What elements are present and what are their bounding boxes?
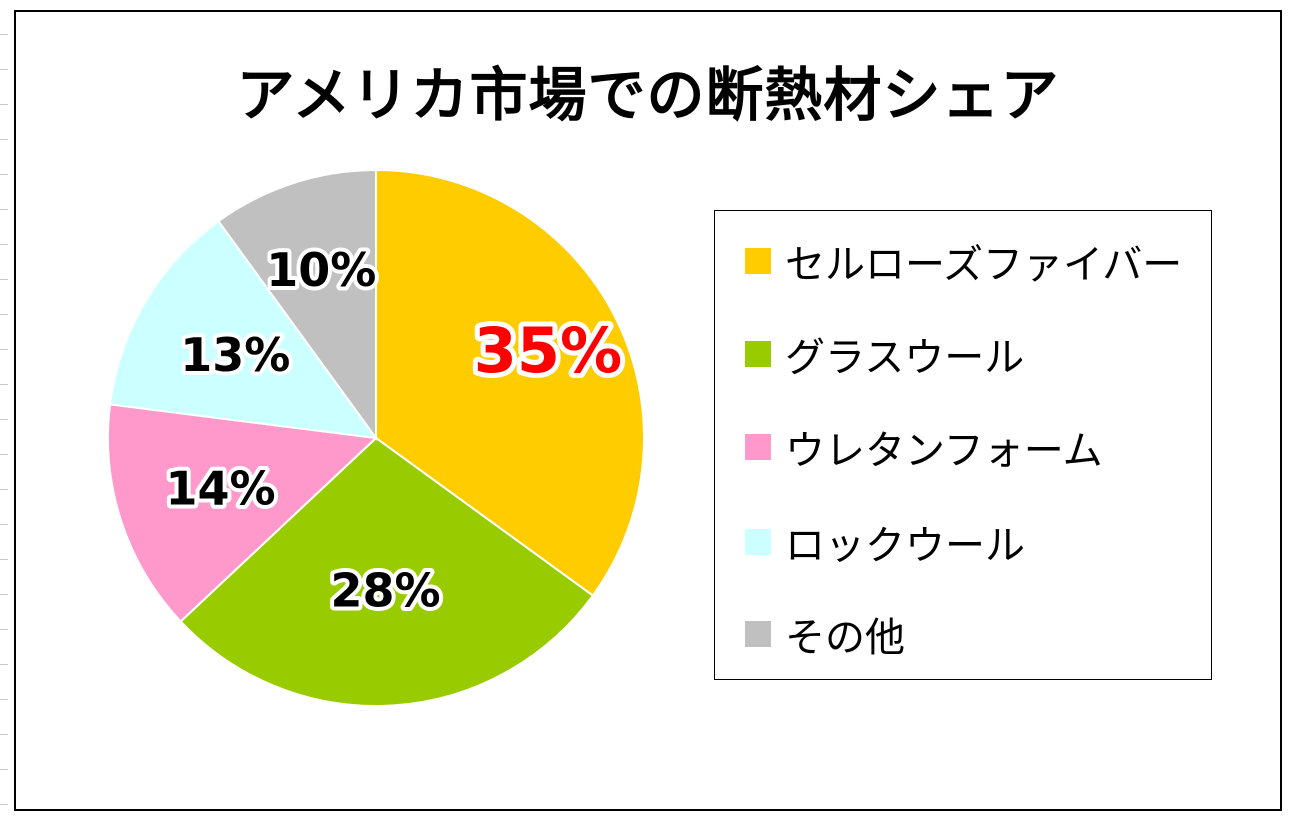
legend: セルローズファイバー グラスウール ウレタンフォーム ロックウール その他 bbox=[714, 210, 1212, 680]
legend-swatch-1 bbox=[745, 341, 771, 367]
legend-item-3: ロックウール bbox=[745, 512, 1025, 572]
data-label-0: 35% bbox=[474, 314, 622, 387]
pie-slice-2 bbox=[107, 403, 379, 623]
legend-label-0: セルローズファイバー bbox=[785, 242, 1183, 288]
legend-item-4: その他 bbox=[745, 604, 905, 664]
legend-swatch-0 bbox=[745, 248, 771, 274]
legend-swatch-4 bbox=[745, 621, 771, 647]
sheet-gridlines bbox=[0, 0, 8, 823]
legend-label-1: グラスウール bbox=[785, 335, 1025, 381]
data-label-3: 13% bbox=[180, 328, 290, 382]
chart-title: アメリカ市場での断熱材シェア bbox=[236, 61, 1060, 129]
pie-chart: 35% 28% 14% 13% 10% bbox=[107, 168, 645, 707]
pie-slice-0 bbox=[375, 168, 645, 597]
legend-label-4: その他 bbox=[785, 615, 905, 661]
pie-slice-1 bbox=[179, 436, 595, 707]
legend-label-2: ウレタンフォーム bbox=[785, 428, 1103, 474]
data-label-1: 28% bbox=[331, 564, 441, 618]
data-label-2: 14% bbox=[165, 462, 275, 516]
legend-swatch-3 bbox=[745, 529, 771, 555]
legend-item-1: グラスウール bbox=[745, 324, 1024, 384]
pie-slice-4 bbox=[217, 168, 377, 442]
data-label-4: 10% bbox=[266, 243, 376, 297]
chart-area: アメリカ市場での断熱材シェア 35% 28% 14% 13% 10% セルローズファイバ… bbox=[14, 10, 1282, 811]
legend-swatch-2 bbox=[745, 434, 771, 460]
legend-label-3: ロックウール bbox=[785, 523, 1025, 569]
legend-item-0: セルローズファイバー bbox=[745, 231, 1182, 291]
pie-slice-3 bbox=[108, 219, 379, 440]
legend-item-2: ウレタンフォーム bbox=[745, 417, 1103, 477]
